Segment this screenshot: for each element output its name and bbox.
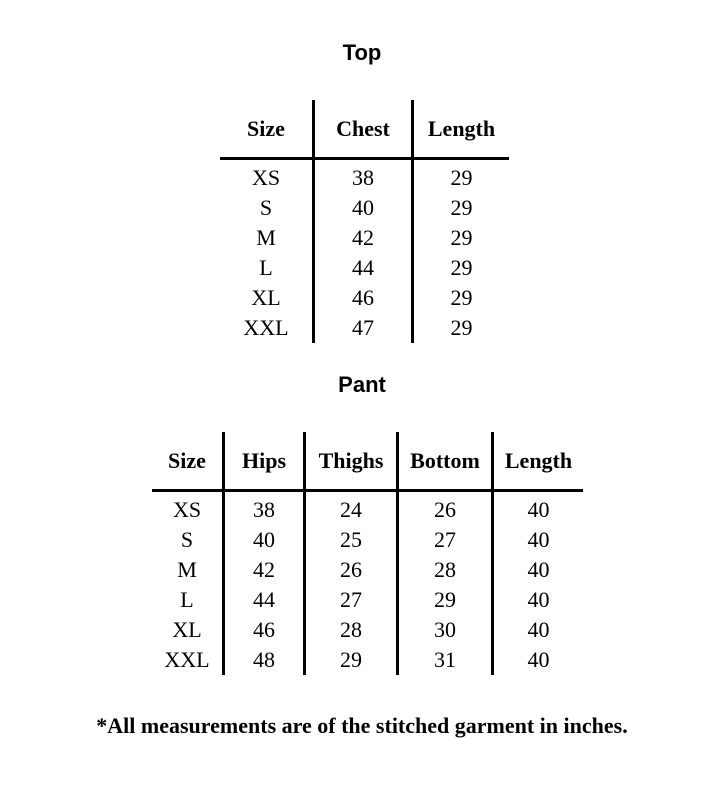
- column-header: Bottom: [396, 432, 493, 492]
- table-row: S 40 29: [220, 193, 509, 223]
- table-row: XXL 47 29: [220, 313, 509, 343]
- table-cell: 46: [312, 283, 413, 313]
- table-cell: 24: [303, 490, 398, 525]
- table-cell: 42: [312, 223, 413, 253]
- table-cell: 28: [396, 555, 493, 585]
- table-cell: S: [259, 195, 273, 220]
- table-cell: 29: [303, 645, 398, 675]
- table-cell: 44: [222, 585, 305, 615]
- table-cell: S: [180, 527, 194, 552]
- table-cell: 47: [312, 313, 413, 343]
- table-row: XL 46 29: [220, 283, 509, 313]
- table-cell: XXL: [243, 315, 289, 340]
- table-cell: XS: [172, 497, 202, 522]
- table-cell: 26: [396, 490, 493, 525]
- table-cell: 42: [222, 555, 305, 585]
- table-cell: 27: [303, 585, 398, 615]
- table-cell: 40: [491, 585, 583, 615]
- top-title: Top: [342, 40, 382, 65]
- table-row: XS 38 24 26 40: [152, 490, 583, 525]
- column-header: Size: [152, 432, 224, 492]
- table-row: L 44 29: [220, 253, 509, 283]
- column-header: Hips: [222, 432, 305, 492]
- table-cell: XS: [251, 165, 281, 190]
- table-row: M 42 29: [220, 223, 509, 253]
- pant-title: Pant: [338, 372, 386, 397]
- table-cell: XL: [172, 617, 202, 642]
- table-cell: 29: [411, 158, 509, 193]
- table-cell: 27: [396, 525, 493, 555]
- table-cell: 44: [312, 253, 413, 283]
- header-row: Size Chest Length: [220, 100, 509, 160]
- table-cell: 29: [411, 313, 509, 343]
- table-cell: 38: [222, 490, 305, 525]
- table-cell: XXL: [164, 647, 210, 672]
- table-cell: M: [177, 557, 197, 582]
- table-cell: L: [180, 587, 194, 612]
- footnote: *All measurements are of the stitched ga…: [96, 713, 628, 738]
- table-cell: 40: [491, 555, 583, 585]
- table-row: XXL 48 29 31 40: [152, 645, 583, 675]
- table-cell: 40: [312, 193, 413, 223]
- table-row: L 44 27 29 40: [152, 585, 583, 615]
- table-cell: 26: [303, 555, 398, 585]
- table-cell: 29: [396, 585, 493, 615]
- table-cell: XL: [251, 285, 281, 310]
- table-row: M 42 26 28 40: [152, 555, 583, 585]
- header-row: Size Hips Thighs Bottom Length: [152, 432, 583, 492]
- table-row: S 40 25 27 40: [152, 525, 583, 555]
- column-header: Thighs: [303, 432, 398, 492]
- table-cell: 40: [491, 645, 583, 675]
- column-header: Size: [220, 100, 314, 160]
- table-cell: L: [259, 255, 273, 280]
- table-cell: 40: [491, 525, 583, 555]
- table-cell: 31: [396, 645, 493, 675]
- table-cell: 40: [491, 615, 583, 645]
- table-cell: 38: [312, 158, 413, 193]
- table-cell: 25: [303, 525, 398, 555]
- column-header: Chest: [312, 100, 413, 160]
- table-cell: 40: [491, 490, 583, 525]
- table-cell: 30: [396, 615, 493, 645]
- table-cell: 29: [411, 253, 509, 283]
- table-cell: 29: [411, 193, 509, 223]
- table-cell: 48: [222, 645, 305, 675]
- column-header: Length: [491, 432, 583, 492]
- pant-size-table: Size Hips Thighs Bottom Length XS 38 24 26 40 S 40 2…: [152, 432, 583, 675]
- table-row: XS 38 29: [220, 158, 509, 193]
- table-cell: 29: [411, 223, 509, 253]
- table-cell: 40: [222, 525, 305, 555]
- column-header: Length: [411, 100, 509, 160]
- top-size-table: Size Chest Length XS 38 29 S 40 29 M 42 29 L 44 29 XL 46…: [220, 100, 509, 343]
- table-cell: 28: [303, 615, 398, 645]
- table-cell: 46: [222, 615, 305, 645]
- table-row: XL 46 28 30 40: [152, 615, 583, 645]
- table-cell: 29: [411, 283, 509, 313]
- table-cell: M: [256, 225, 276, 250]
